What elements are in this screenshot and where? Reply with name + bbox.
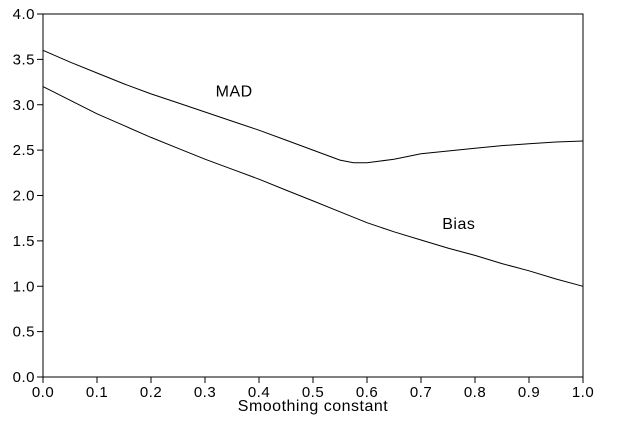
y-tick-label: 0.5 <box>13 324 35 341</box>
x-tick-label: 0.8 <box>464 384 486 401</box>
x-axis-label: Smoothing constant <box>238 398 388 415</box>
x-tick-label: 0.2 <box>140 384 162 401</box>
y-tick-label: 0.0 <box>13 369 35 386</box>
bias-label: Bias <box>442 216 475 233</box>
mad-line <box>42 49 584 164</box>
x-tick-label: 0.5 <box>302 384 324 401</box>
x-tick-label: 0.3 <box>194 384 216 401</box>
y-tick-label: 2.0 <box>13 188 35 205</box>
plot-border <box>42 13 584 378</box>
x-tick-label: 0.1 <box>86 384 108 401</box>
x-tick-label: 0.7 <box>410 384 432 401</box>
x-tick-label: 0.0 <box>32 384 54 401</box>
x-axis: 0.0 0.1 0.2 0.3 0.4 0.5 0.6 0.7 0.8 0.9 1.0 <box>32 377 594 401</box>
y-tick-label: 3.0 <box>13 97 35 114</box>
x-tick-label: 0.6 <box>356 384 378 401</box>
x-tick-label: 0.4 <box>248 384 270 401</box>
y-tick-label: 3.5 <box>13 51 35 68</box>
x-tick-label: 1.0 <box>572 384 594 401</box>
y-tick-label: 4.0 <box>13 6 35 23</box>
y-tick-label: 1.5 <box>13 233 35 250</box>
x-tick-label: 0.9 <box>518 384 540 401</box>
y-tick-label: 2.5 <box>13 142 35 159</box>
y-tick-label: 1.0 <box>13 278 35 295</box>
y-axis: 0.0 0.5 1.0 1.5 2.0 2.5 3.0 3.5 4.0 <box>13 6 43 386</box>
mad-label: MAD <box>216 84 253 101</box>
bias-line <box>42 86 584 287</box>
